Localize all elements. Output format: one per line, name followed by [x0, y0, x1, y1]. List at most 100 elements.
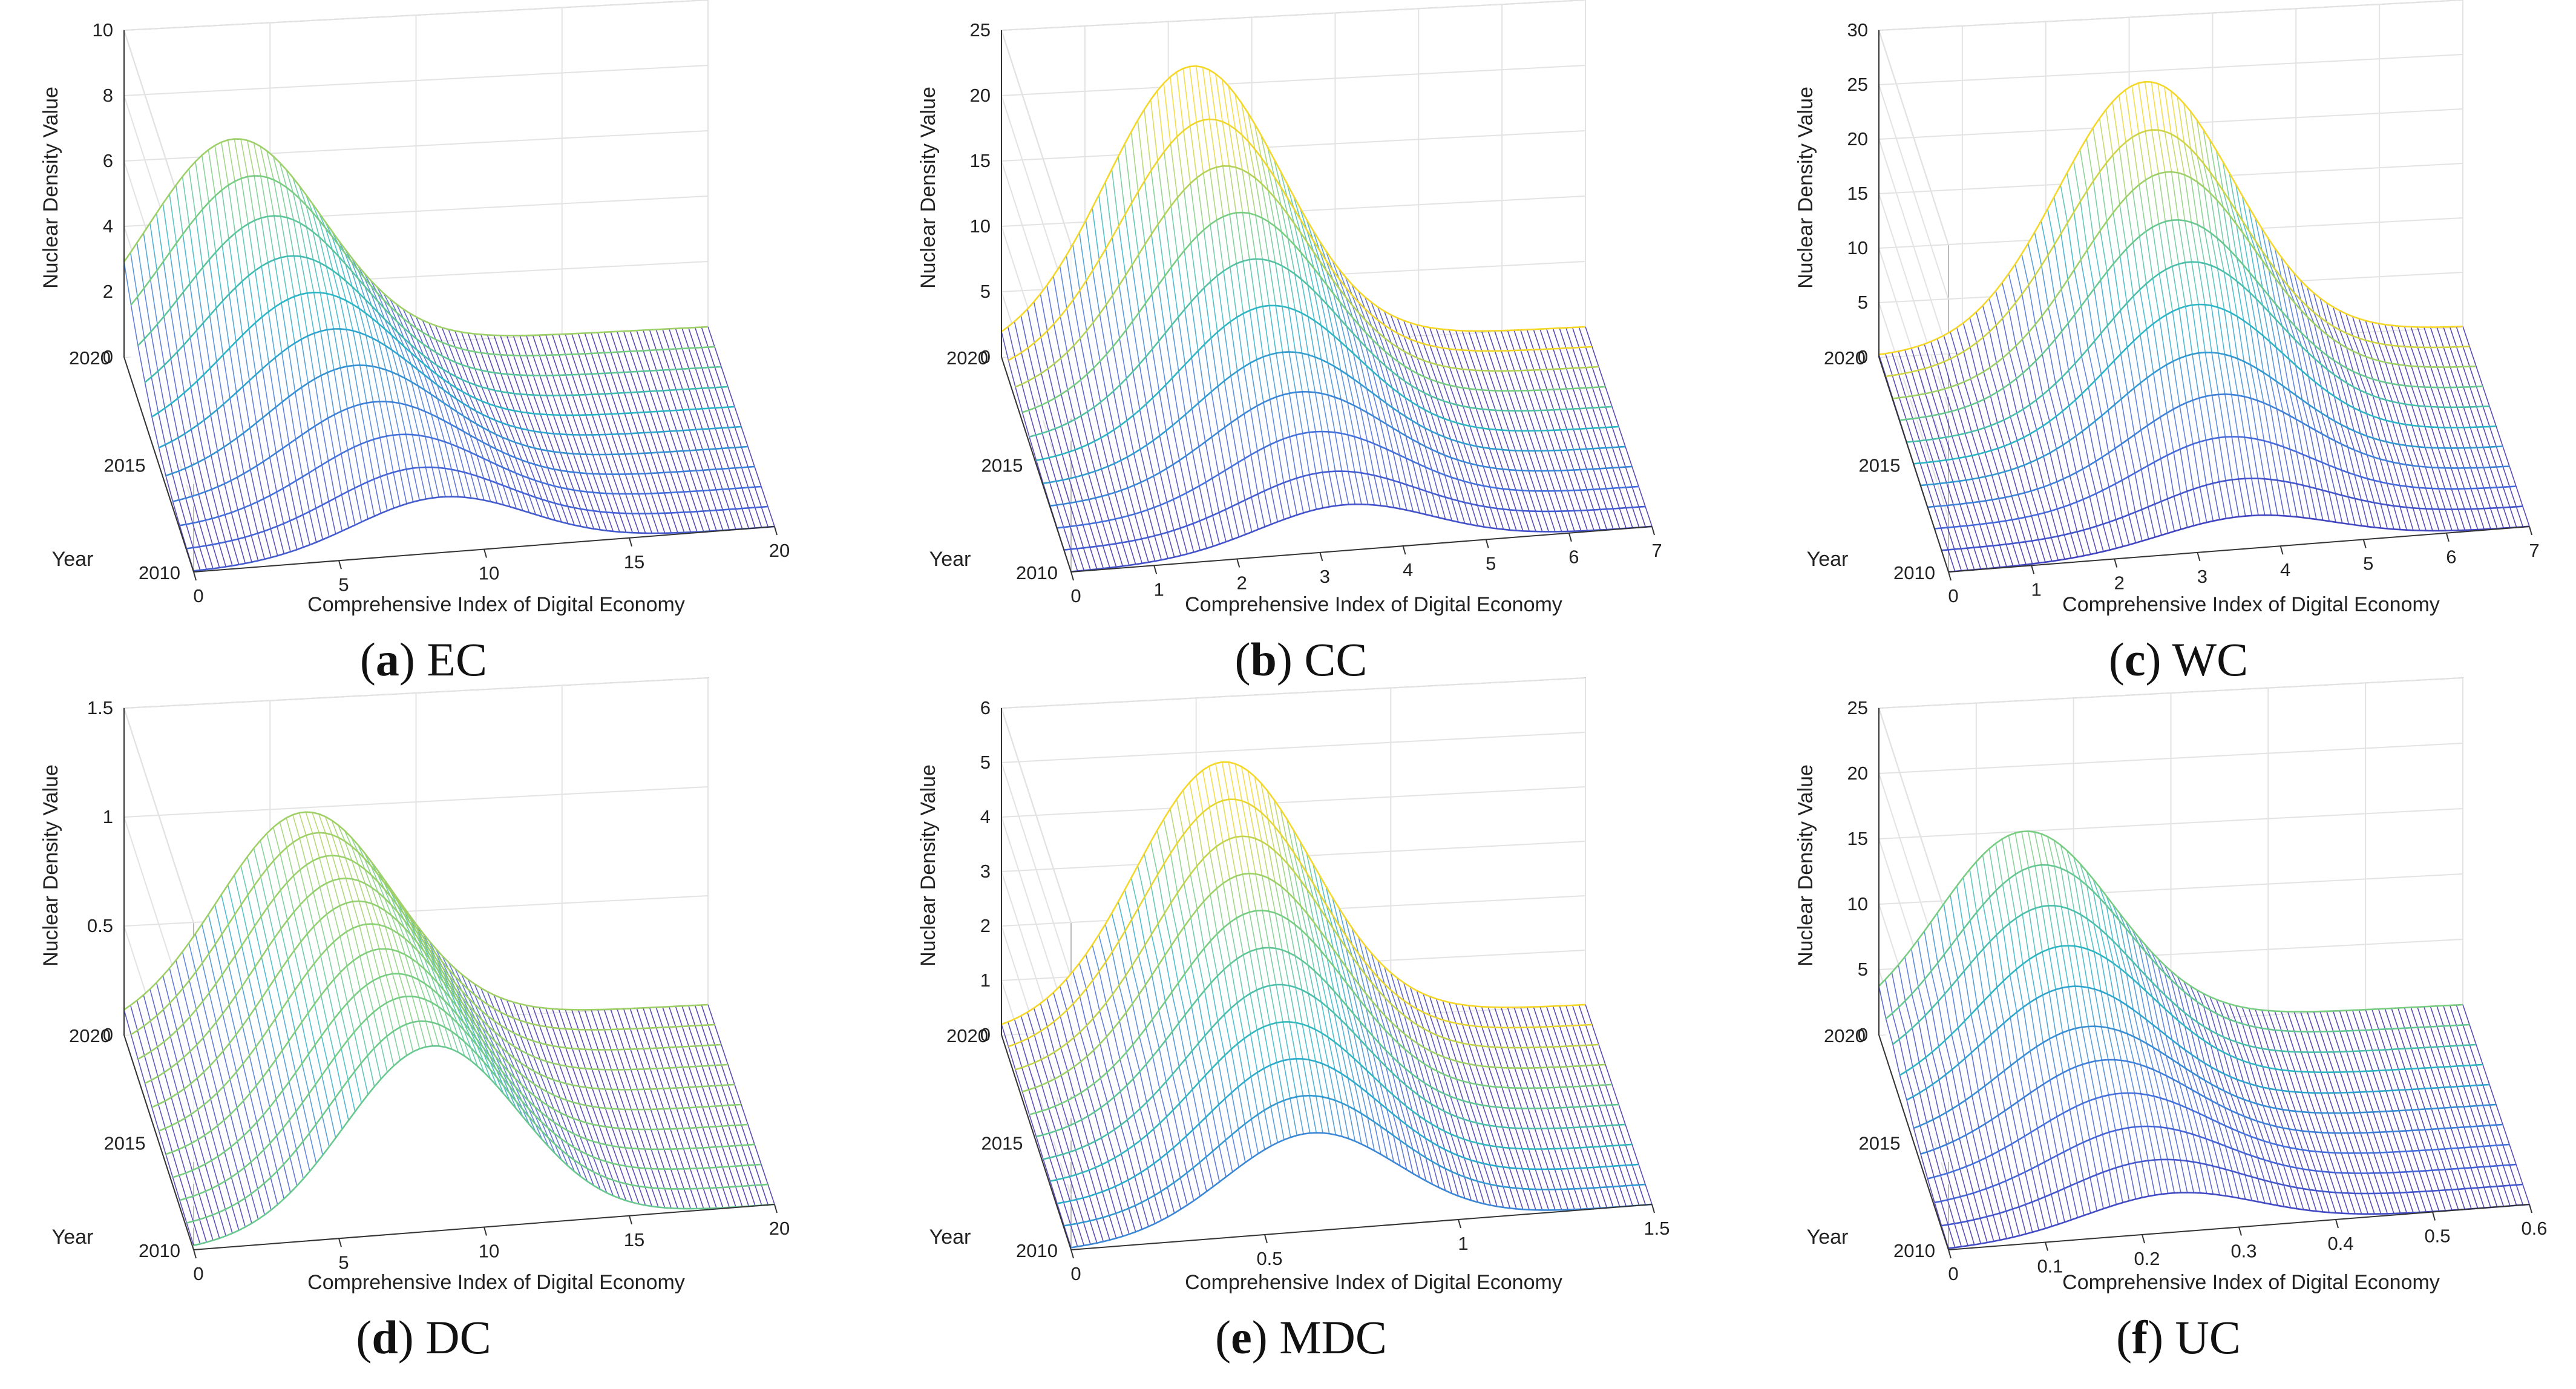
mesh-line	[1391, 371, 1400, 393]
mesh-line	[321, 1115, 330, 1147]
mesh-line	[703, 490, 710, 511]
x-tick	[1236, 559, 1240, 568]
mesh-line	[514, 427, 522, 445]
mesh-line	[644, 453, 652, 474]
mesh-line	[2236, 257, 2244, 287]
mesh-line	[149, 1020, 158, 1048]
mesh-line	[496, 464, 504, 486]
mesh-line	[1080, 338, 1088, 375]
mesh-line	[1049, 1181, 1058, 1204]
mesh-line	[179, 1175, 187, 1199]
mesh-line	[2125, 142, 2134, 191]
mesh-line	[1372, 371, 1380, 399]
mesh-line	[2121, 480, 2129, 515]
mesh-line	[709, 469, 717, 490]
mesh-line	[637, 433, 645, 454]
mesh-line	[195, 217, 203, 268]
mesh-line	[328, 501, 336, 534]
mesh-line	[313, 292, 321, 332]
mesh-line	[1489, 1106, 1496, 1127]
mesh-line	[1088, 1170, 1096, 1195]
mesh-line	[481, 1019, 490, 1035]
mesh-line	[1423, 1063, 1432, 1088]
mesh-line	[143, 338, 152, 378]
mesh-line	[1469, 1102, 1477, 1123]
mesh-line	[2070, 504, 2078, 532]
mesh-line	[2451, 509, 2459, 531]
mesh-line	[578, 1029, 586, 1050]
mesh-line	[2345, 333, 2354, 352]
mesh-line	[488, 389, 496, 406]
mesh-line	[1047, 1082, 1056, 1106]
mesh-line	[255, 1085, 264, 1115]
mesh-line	[1081, 447, 1089, 474]
mesh-line	[430, 394, 439, 418]
density-curve-2011	[186, 1020, 769, 1224]
mesh-line	[456, 387, 464, 404]
mesh-line	[1997, 448, 2005, 472]
mesh-line	[1540, 390, 1548, 410]
mesh-line	[1210, 281, 1218, 332]
mesh-line	[403, 338, 411, 353]
mesh-line	[1163, 819, 1172, 853]
mesh-line	[1918, 418, 1927, 441]
mesh-line	[1348, 471, 1356, 505]
mesh-line	[1455, 368, 1464, 389]
mesh-line	[500, 1025, 508, 1043]
mesh-line	[611, 1069, 619, 1090]
surface-slice-2010	[194, 496, 775, 572]
mesh-line	[715, 1106, 723, 1126]
mesh-line	[2144, 82, 2152, 130]
mesh-line	[2171, 134, 2179, 173]
mesh-line	[275, 453, 284, 489]
mesh-line	[273, 179, 281, 217]
mesh-line	[1586, 1167, 1594, 1188]
mesh-line	[1418, 424, 1426, 447]
mesh-line	[1932, 415, 1940, 439]
z-tick-label: 0	[980, 1024, 991, 1045]
mesh-line	[1332, 260, 1340, 280]
mesh-line	[1198, 1043, 1206, 1075]
mesh-line	[1475, 370, 1483, 390]
mesh-line	[688, 348, 696, 369]
mesh-line	[657, 473, 665, 493]
mesh-line	[2315, 459, 2323, 491]
mesh-line	[1057, 1203, 1065, 1226]
mesh-line	[1469, 444, 1478, 465]
mesh-line	[1079, 290, 1087, 331]
mesh-line	[625, 493, 633, 514]
mesh-line	[416, 349, 425, 364]
mesh-line	[1347, 1077, 1355, 1110]
mesh-line	[703, 511, 711, 531]
mesh-line	[1444, 1149, 1452, 1172]
mesh-line	[1263, 491, 1272, 525]
mesh-line	[1294, 274, 1302, 314]
mesh-line	[533, 413, 542, 433]
mesh-line	[1276, 1062, 1285, 1101]
mesh-line	[1468, 1005, 1476, 1026]
x-tick	[1458, 1219, 1461, 1229]
mesh-line	[1547, 1088, 1555, 1108]
x-tick-label: 4	[2280, 559, 2290, 580]
mesh-line	[1124, 214, 1133, 266]
mesh-line	[1290, 480, 1298, 516]
mesh-line	[2359, 338, 2367, 357]
mesh-line	[386, 1036, 395, 1066]
z-grid-line	[1001, 0, 1586, 31]
mesh-line	[1962, 877, 1971, 921]
mesh-line	[721, 387, 729, 407]
mesh-line	[1198, 446, 1207, 482]
mesh-line	[2365, 340, 2373, 360]
mesh-line	[1917, 346, 1925, 369]
mesh-line	[2496, 446, 2504, 467]
mesh-line	[224, 1209, 233, 1233]
mesh-line	[253, 142, 261, 177]
mesh-line	[2436, 347, 2445, 367]
mesh-line	[1495, 1106, 1503, 1128]
mesh-line	[1141, 1172, 1149, 1200]
mesh-line	[1312, 230, 1320, 251]
mesh-line	[2385, 441, 2394, 463]
density-curve-2012	[179, 995, 762, 1201]
mesh-line	[1100, 1043, 1108, 1073]
mesh-line	[1405, 1105, 1414, 1130]
